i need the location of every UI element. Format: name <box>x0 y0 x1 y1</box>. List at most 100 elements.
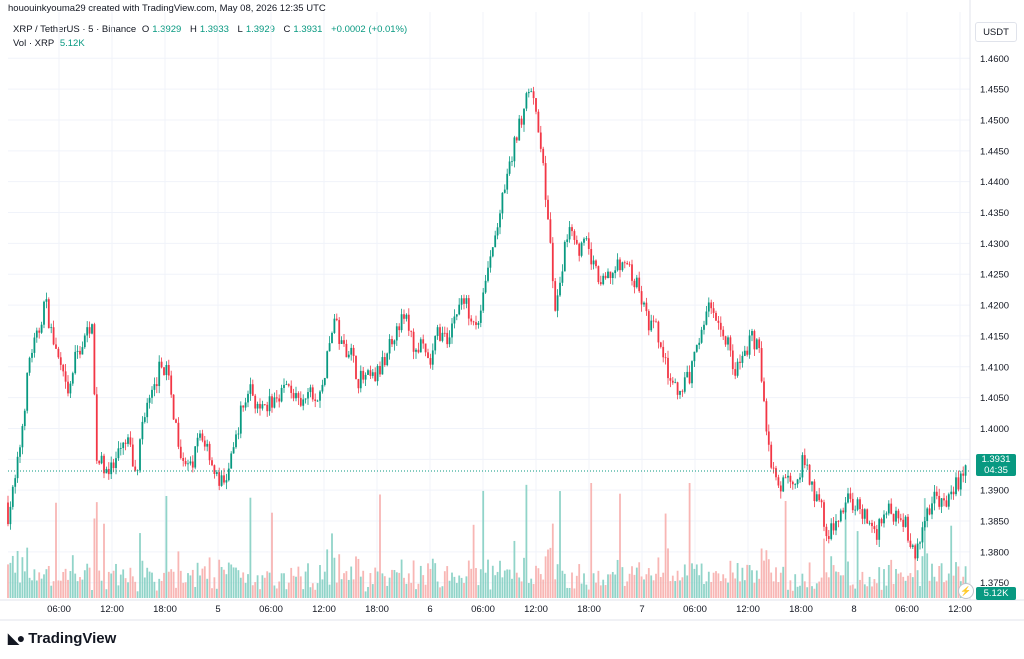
lightning-icon[interactable]: ⚡ <box>958 583 974 599</box>
candle-body <box>16 456 19 479</box>
volume-label[interactable]: Vol · XRP <box>13 38 55 49</box>
symbol-label[interactable]: XRP / TetherUS · 5 · Binance <box>13 24 137 35</box>
candle-body <box>573 231 576 240</box>
candle-body <box>383 357 386 366</box>
candle-body <box>743 350 746 356</box>
candle-body <box>635 277 638 288</box>
candle-body <box>436 327 439 336</box>
candle-body <box>386 353 389 366</box>
volume-bar <box>508 569 511 598</box>
volume-bar <box>369 573 372 598</box>
candle-body <box>110 462 113 475</box>
candle-body <box>304 398 307 400</box>
candle-body <box>873 526 876 530</box>
volume-bar <box>196 562 199 598</box>
candle-body <box>907 516 909 541</box>
volume-bar <box>691 563 693 598</box>
candle-body <box>729 337 732 351</box>
candle-body <box>134 466 137 471</box>
candle-body <box>527 91 530 94</box>
volume-bar <box>580 583 583 598</box>
volume-bar <box>875 583 878 598</box>
y-tick-label: 1.4050 <box>980 393 1009 404</box>
candle-body <box>302 399 305 406</box>
candle-body <box>693 351 696 362</box>
volume-bar <box>585 584 588 598</box>
candle-body <box>71 373 74 384</box>
volume-bar <box>727 582 729 598</box>
candle-body <box>767 431 770 445</box>
candle-body <box>563 241 566 272</box>
volume-bar <box>700 563 703 598</box>
candle-body <box>784 477 787 479</box>
volume-bar <box>237 570 240 598</box>
candle-body <box>299 397 302 406</box>
volume-bar <box>323 571 326 598</box>
candle-body <box>381 357 384 375</box>
volume-bar <box>748 565 751 598</box>
volume-bar <box>19 582 21 598</box>
chart-legend: XRP / TetherUS · 5 · Binance O 1.3929 H 1.… <box>13 23 410 51</box>
volume-bar <box>578 564 581 598</box>
volume-bar <box>69 571 72 598</box>
volume-bar <box>403 577 405 598</box>
candle-body <box>338 320 341 344</box>
volume-bar <box>523 557 525 598</box>
volume-bar <box>506 569 509 598</box>
volume-bar <box>693 568 696 598</box>
x-tick-label: 7 <box>639 604 644 615</box>
volume-bar <box>314 589 317 598</box>
currency-button[interactable]: USDT <box>975 22 1017 42</box>
candle-body <box>131 444 134 467</box>
candle-body <box>119 448 122 449</box>
candle-body <box>883 514 885 524</box>
volume-bar <box>40 578 43 598</box>
candle-body <box>393 340 396 345</box>
volume-bar <box>208 557 211 598</box>
volume-bar <box>782 566 785 598</box>
volume-bar <box>343 573 345 598</box>
candle-body <box>448 337 451 345</box>
candle-body <box>707 302 710 312</box>
volume-bar <box>64 568 67 598</box>
x-tick-label: 18:00 <box>153 604 177 615</box>
candle-body <box>290 385 293 393</box>
candle-body <box>919 542 921 544</box>
volume-bar <box>340 579 343 598</box>
candle-body <box>787 475 789 478</box>
candle-body <box>959 473 962 490</box>
candle-body <box>38 330 41 333</box>
volume-bar <box>496 571 499 598</box>
candle-body <box>206 443 209 447</box>
candle-body <box>263 404 266 406</box>
volume-bar <box>791 590 794 598</box>
volume-bar <box>273 585 276 598</box>
candle-body <box>189 461 192 464</box>
candle-body <box>717 320 720 323</box>
volume-bar <box>803 581 806 598</box>
volume-bar <box>705 581 708 598</box>
candle-body <box>482 292 485 311</box>
candle-body <box>69 383 72 394</box>
volume-bar <box>568 587 571 598</box>
volume-bar <box>50 585 53 598</box>
volume-bar <box>67 579 69 598</box>
volume-bar <box>465 576 468 598</box>
volume-bar <box>873 579 876 598</box>
candle-body <box>667 357 669 379</box>
y-tick-label: 1.4350 <box>980 208 1009 219</box>
candle-body <box>43 301 45 325</box>
candle-body <box>7 502 9 525</box>
volume-bar <box>537 568 540 598</box>
candle-body <box>633 280 636 288</box>
volume-bar <box>904 580 907 598</box>
volume-bar <box>815 583 818 598</box>
candle-body <box>21 426 24 448</box>
volume-bar <box>532 583 535 598</box>
candle-body <box>794 484 797 486</box>
volume-bar <box>547 549 549 598</box>
volume-bar <box>871 586 873 598</box>
candle-body <box>292 392 295 399</box>
candle-body <box>815 494 818 502</box>
